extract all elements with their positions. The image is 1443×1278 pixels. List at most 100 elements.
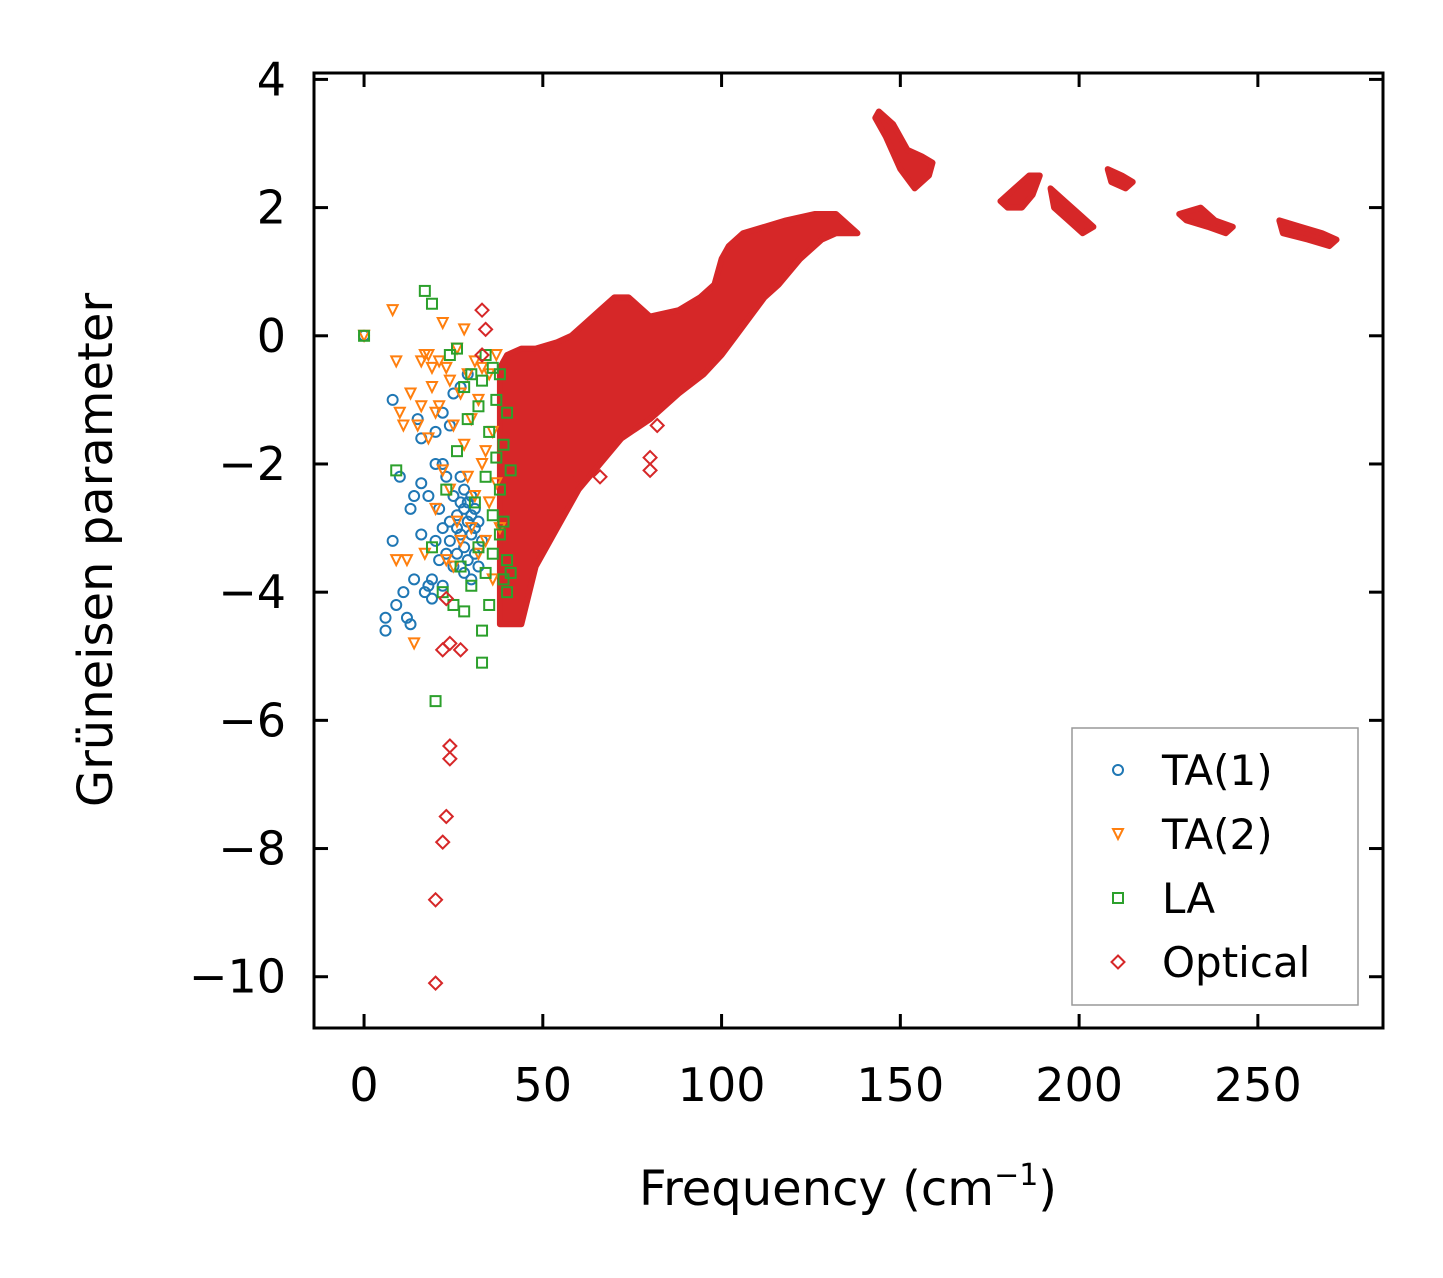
data-point xyxy=(482,368,496,382)
data-point xyxy=(390,598,403,611)
data-point xyxy=(429,534,442,547)
data-point xyxy=(464,522,478,536)
data-point xyxy=(570,468,587,485)
data-point xyxy=(386,304,400,318)
data-point xyxy=(458,381,471,394)
data-point xyxy=(446,419,461,433)
x-axis-ticks: 0 50 100 150 200 250 xyxy=(349,73,1302,1112)
y-tick-label: 0 xyxy=(257,309,286,363)
optical-band-0 xyxy=(496,211,861,628)
data-point xyxy=(422,579,435,592)
legend-label: TA(2) xyxy=(1161,810,1273,859)
data-point xyxy=(452,641,469,658)
data-point xyxy=(425,381,439,395)
data-point xyxy=(461,496,474,509)
data-point xyxy=(425,541,438,554)
data-point xyxy=(400,611,413,624)
data-point xyxy=(468,490,482,504)
data-point xyxy=(396,419,410,433)
optical-band-5 xyxy=(1176,204,1236,237)
data-point xyxy=(457,438,471,452)
data-point xyxy=(471,547,486,561)
data-point xyxy=(479,349,492,362)
data-point xyxy=(404,502,417,515)
data-point xyxy=(453,387,468,401)
data-point xyxy=(438,808,455,825)
data-point xyxy=(493,528,506,541)
data-point xyxy=(477,321,494,338)
legend-marker-ta-2- xyxy=(1111,828,1125,842)
data-point xyxy=(649,417,666,434)
data-point xyxy=(483,425,496,438)
optical-band-3 xyxy=(1047,185,1097,237)
data-point xyxy=(389,554,403,568)
data-point xyxy=(451,522,464,535)
data-point xyxy=(486,361,499,374)
data-point xyxy=(389,355,403,369)
data-point xyxy=(421,432,436,446)
data-point xyxy=(427,975,444,992)
data-point xyxy=(379,624,392,637)
data-point xyxy=(440,470,453,483)
data-point xyxy=(443,534,456,547)
data-point xyxy=(439,554,453,568)
data-point xyxy=(453,534,468,549)
data-point xyxy=(436,464,450,478)
series-ta-2- xyxy=(357,304,507,651)
data-point xyxy=(490,393,503,406)
y-axis-ticks: 4 2 0 −2 −4 −6 −8 −10 xyxy=(189,52,1383,1004)
data-point xyxy=(461,413,474,426)
data-point xyxy=(457,323,471,337)
y-tick-label: −2 xyxy=(218,437,286,491)
data-point xyxy=(418,586,431,599)
data-point xyxy=(440,483,453,496)
data-point xyxy=(451,445,464,458)
data-point xyxy=(403,387,418,401)
data-point xyxy=(497,573,510,586)
data-point xyxy=(447,598,460,611)
data-point xyxy=(450,515,464,529)
data-point xyxy=(454,560,467,573)
data-point xyxy=(386,534,399,547)
data-point xyxy=(478,534,493,549)
x-axis-title-suffix: ) xyxy=(1038,1161,1057,1217)
x-tick-label: 50 xyxy=(514,1058,573,1112)
data-point xyxy=(504,566,517,579)
data-point xyxy=(443,349,456,362)
legend-marker-la xyxy=(1112,892,1124,904)
data-point xyxy=(427,891,444,908)
legend-label: TA(1) xyxy=(1161,746,1273,795)
data-point xyxy=(501,406,514,419)
data-point xyxy=(441,635,458,652)
data-point xyxy=(379,611,392,624)
data-point xyxy=(483,598,496,611)
data-point xyxy=(451,509,464,522)
data-point xyxy=(451,342,464,355)
data-point xyxy=(476,624,489,637)
data-point xyxy=(475,457,489,472)
data-point xyxy=(458,541,471,554)
data-point xyxy=(407,637,421,651)
y-tick-label: 2 xyxy=(257,181,286,235)
data-point xyxy=(497,515,510,528)
y-tick-label: −8 xyxy=(218,822,286,876)
data-point xyxy=(493,368,506,381)
data-point xyxy=(436,522,449,535)
data-point xyxy=(642,449,658,466)
y-tick-label: −4 xyxy=(218,565,286,619)
data-point xyxy=(489,477,503,491)
data-point xyxy=(472,541,485,554)
data-point xyxy=(461,554,474,567)
data-point xyxy=(443,483,457,497)
data-point xyxy=(465,573,478,586)
data-point xyxy=(592,468,608,485)
data-point xyxy=(489,349,503,363)
data-point xyxy=(482,496,496,510)
data-point xyxy=(400,554,414,568)
data-point xyxy=(468,355,482,369)
optical-band-1 xyxy=(872,108,936,192)
data-point xyxy=(414,355,428,369)
data-point xyxy=(493,483,506,496)
data-point xyxy=(465,368,478,381)
